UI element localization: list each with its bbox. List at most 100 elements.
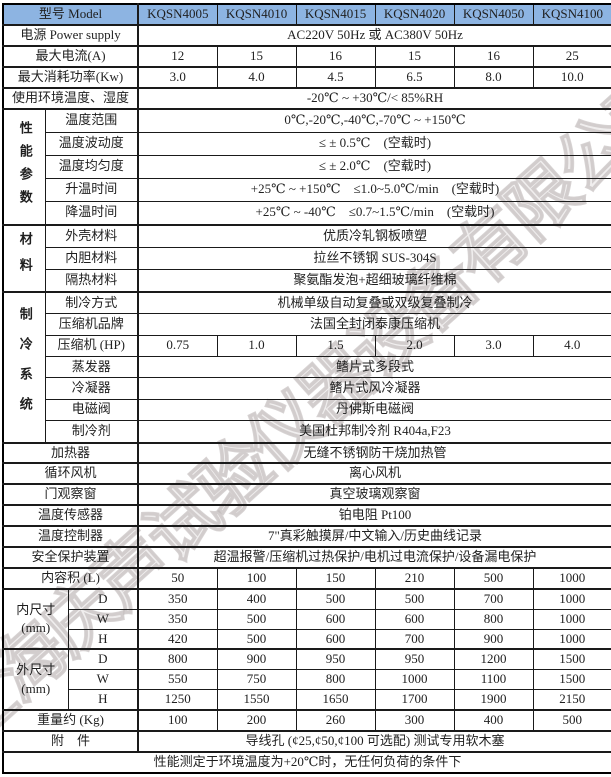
cell-value: AC220V 50Hz 或 AC380V 50Hz <box>137 23 611 47</box>
row-label: 温度控制器 <box>2 525 140 548</box>
outer-dims-group-label: 外尺寸 (mm) <box>2 648 69 711</box>
cell-value: 550 <box>137 669 218 690</box>
row-label: 隔热材料 <box>44 268 140 293</box>
cooling-row: 制冷剂 美国杜邦制冷剂 R404a,F23 <box>3 419 611 444</box>
cell-value: +25℃ ~ -40℃ ≤0.7~1.5℃/min (空载时) <box>137 200 611 226</box>
cell-value: 1500 <box>532 648 611 671</box>
cell-value: 2.0 <box>374 334 455 357</box>
outer-dim-row: 外尺寸 (mm) D 800 900 950 950 1200 1500 <box>2 648 611 711</box>
cell-value: 210 <box>374 567 455 590</box>
cell-value: 导线孔 (¢25,¢50,¢100 可选配) 测试专用软木塞 <box>137 729 611 753</box>
perf-row: 降温时间 +25℃ ~ -40℃ ≤0.7~1.5℃/min (空载时) <box>3 200 611 226</box>
row-label: 压缩机品牌 <box>44 313 140 336</box>
cell-value: 700 <box>374 628 455 650</box>
material-row: 内胆材料 拉丝不锈钢 SUS-304S <box>3 246 611 270</box>
cell-value: 0.75 <box>137 334 218 357</box>
volume-row: 内容积 (L) 50 100 150 210 500 1000 <box>2 567 611 590</box>
cell-value: 法国全封闭泰康压缩机 <box>137 313 611 336</box>
dim-axis-label: W <box>67 608 140 630</box>
footnote-row: 性能测定于环境温度为+20℃时，无任何负荷的条件下 <box>2 750 611 774</box>
cell-value: 美国杜邦制冷剂 R404a,F23 <box>137 419 611 444</box>
cell-value: 400 <box>453 708 534 732</box>
row-label: 附 件 <box>2 729 140 753</box>
row-label: 加热器 <box>2 441 140 464</box>
cell-value: ≤ ± 2.0℃ (空载时) <box>137 154 611 179</box>
cell-value: 16 <box>295 44 376 68</box>
dim-axis-label: D <box>67 588 140 610</box>
row-label: 电源 Power supply <box>2 23 140 47</box>
cell-value: 500 <box>295 588 376 610</box>
row-label: 升温时间 <box>44 177 140 202</box>
model-header-row: 型号 Model KQSN4005 KQSN4010 KQSN4015 KQSN… <box>2 3 611 26</box>
cell-value: 1000 <box>532 628 611 650</box>
model-name: KQSN4015 <box>295 3 376 26</box>
sensor-row: 温度传感器 铂电阻 Pt100 <box>2 504 611 527</box>
row-label: 最大消耗功率(Kw) <box>2 65 140 89</box>
cell-value: +25℃ ~ +150℃ ≤1.0~5.0℃/min (空载时) <box>137 177 611 202</box>
outer-dims-title: 外尺寸 <box>16 662 56 678</box>
model-name: KQSN4100 <box>532 3 611 26</box>
perf-row: 温度均匀度 ≤ ± 2.0℃ (空载时) <box>3 154 611 179</box>
cell-value: 1000 <box>374 669 455 690</box>
inner-dims-title: 内尺寸 <box>16 602 56 618</box>
weight-row: 重量约 (Kg) 100 200 260 300 400 500 <box>2 708 611 732</box>
cell-value: 3.0 <box>137 65 218 89</box>
dim-axis-label: H <box>67 628 140 650</box>
cell-value: 750 <box>216 669 297 690</box>
cell-value: 机械单级自动复叠或双级复叠制冷 <box>137 290 611 315</box>
cell-value: 25 <box>532 44 611 68</box>
cell-value: 4.5 <box>295 65 376 89</box>
cell-value: 900 <box>453 628 534 650</box>
perf-group-label: 性能参数 <box>2 107 46 226</box>
row-label: 电磁阀 <box>44 398 140 421</box>
cell-value: 超温报警/压缩机过热保护/电机过电流保护/设备漏电保护 <box>137 546 611 569</box>
perf-row: 性能参数 温度范围 0℃,-20℃,-40℃,-70℃ ~ +150℃ <box>2 107 611 226</box>
inner-dims-group-label: 内尺寸 (mm) <box>2 588 69 650</box>
cell-value: 150 <box>295 567 376 590</box>
row-label: 使用环境温度、湿度 <box>2 86 140 110</box>
cooling-row: 压缩机品牌 法国全封闭泰康压缩机 <box>3 313 611 336</box>
outer-dims-unit: (mm) <box>21 680 51 696</box>
cell-value: 6.5 <box>374 65 455 89</box>
cell-value: 1.0 <box>216 334 297 357</box>
row-label: 门观察窗 <box>2 483 140 506</box>
cell-value: 100 <box>216 567 297 590</box>
dim-axis-label: H <box>67 688 140 711</box>
perf-row: 升温时间 +25℃ ~ +150℃ ≤1.0~5.0℃/min (空载时) <box>3 177 611 202</box>
cell-value: 800 <box>137 648 218 671</box>
controller-row: 温度控制器 7"真彩触摸屏/中文输入/历史曲线记录 <box>2 525 611 548</box>
cell-value: 无缝不锈钢防干烧加热管 <box>137 441 611 464</box>
cell-value: 丹佛斯电磁阀 <box>137 398 611 421</box>
footnote-text: 性能测定于环境温度为+20℃时，无任何负荷的条件下 <box>2 750 611 774</box>
model-name: KQSN4010 <box>216 3 297 26</box>
model-header-label: 型号 Model <box>2 3 140 26</box>
material-group-label: 材料 <box>2 223 46 293</box>
row-label: 最大电流(A) <box>2 44 140 68</box>
cell-value: 950 <box>374 648 455 671</box>
row-label: 内胆材料 <box>44 246 140 270</box>
cell-value: 离心风机 <box>137 462 611 485</box>
row-label: 循环风机 <box>2 462 140 485</box>
cell-value: 1650 <box>295 688 376 711</box>
cell-value: 12 <box>137 44 218 68</box>
inner-dim-row: W 350 500 600 600 800 1000 <box>3 608 611 630</box>
cell-value: 15 <box>374 44 455 68</box>
material-row: 材料 外壳材料 优质冷轧钢板喷塑 <box>2 223 611 293</box>
cell-value: 真空玻璃观察窗 <box>137 483 611 506</box>
cell-value: 900 <box>216 648 297 671</box>
cell-value: 200 <box>216 708 297 732</box>
row-label: 安全保护装置 <box>2 546 140 569</box>
cell-value: 10.0 <box>532 65 611 89</box>
cell-value: 16 <box>453 44 534 68</box>
cell-value: 0℃,-20℃,-40℃,-70℃ ~ +150℃ <box>137 107 611 133</box>
cell-value: 3.0 <box>453 334 534 357</box>
row-label: 温度均匀度 <box>44 154 140 179</box>
accessories-row: 附 件 导线孔 (¢25,¢50,¢100 可选配) 测试专用软木塞 <box>2 729 611 753</box>
model-name: KQSN4050 <box>453 3 534 26</box>
cell-value: 100 <box>137 708 218 732</box>
cell-value: 800 <box>453 608 534 630</box>
ambient-row: 使用环境温度、湿度 -20℃ ~ +30℃/< 85%RH <box>2 86 611 110</box>
cell-value: -20℃ ~ +30℃/< 85%RH <box>137 86 611 110</box>
cell-value: 500 <box>453 567 534 590</box>
cooling-row: 电磁阀 丹佛斯电磁阀 <box>3 398 611 421</box>
